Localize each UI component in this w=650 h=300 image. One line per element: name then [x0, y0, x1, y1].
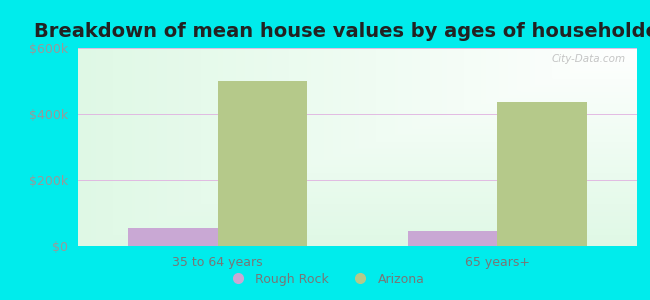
- Legend: Rough Rock, Arizona: Rough Rock, Arizona: [220, 268, 430, 291]
- Bar: [128, 228, 218, 246]
- Title: Breakdown of mean house values by ages of householders: Breakdown of mean house values by ages o…: [34, 22, 650, 41]
- Text: City-Data.com: City-Data.com: [552, 54, 626, 64]
- Bar: [497, 102, 587, 246]
- Bar: [408, 231, 497, 246]
- Bar: [218, 81, 307, 246]
